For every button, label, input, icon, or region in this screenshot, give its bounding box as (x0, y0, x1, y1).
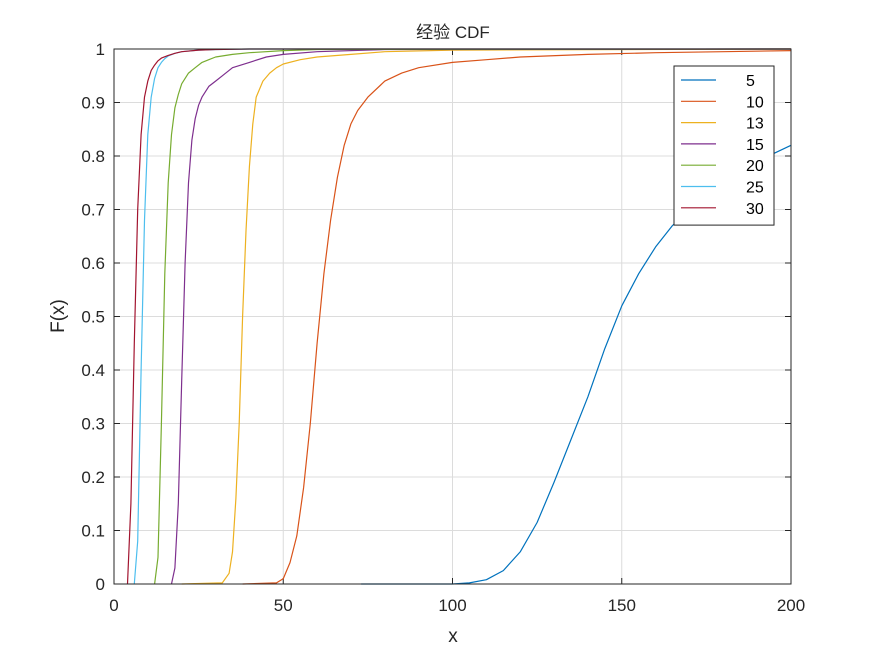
x-tick-label: 150 (608, 596, 636, 615)
y-tick-label: 0.2 (81, 468, 105, 487)
series-line-13 (181, 48, 792, 585)
series-lines (126, 48, 792, 585)
y-tick-label: 0.7 (81, 201, 105, 220)
y-axis-label: F(x) (48, 299, 69, 333)
x-axis-label: x (448, 626, 458, 647)
axes-box (113, 48, 792, 585)
legend-label: 15 (746, 137, 764, 154)
y-tick-label: 0.6 (81, 254, 105, 273)
y-tick-label: 0 (96, 575, 105, 594)
legend-label: 13 (746, 116, 764, 133)
y-tick-label: 0.3 (81, 415, 105, 434)
legend-label: 10 (746, 94, 764, 111)
chart-title: 经验 CDF (416, 23, 490, 42)
series-line-15 (170, 48, 792, 585)
legend: 5 10 13 15 20 25 30 (673, 65, 775, 226)
legend-label: 30 (746, 201, 764, 218)
x-tick-label: 200 (777, 596, 805, 615)
y-tick-label: 0.8 (81, 147, 105, 166)
y-tick-label: 0.1 (81, 522, 105, 541)
x-tick-label: 0 (109, 596, 118, 615)
y-tick-label: 0.9 (81, 94, 105, 113)
legend-box (673, 65, 775, 226)
x-tick-label: 50 (274, 596, 293, 615)
x-tick-label: 100 (438, 596, 466, 615)
series-line-10 (242, 50, 792, 585)
y-tick-label: 0.4 (81, 361, 105, 380)
legend-label: 20 (746, 158, 764, 175)
legend-label: 25 (746, 180, 764, 197)
y-tick-label: 0.5 (81, 308, 105, 327)
y-tick-label: 1 (96, 40, 105, 59)
series-line-30 (126, 48, 791, 585)
legend-label: 5 (746, 73, 755, 90)
series-line-20 (154, 48, 792, 585)
